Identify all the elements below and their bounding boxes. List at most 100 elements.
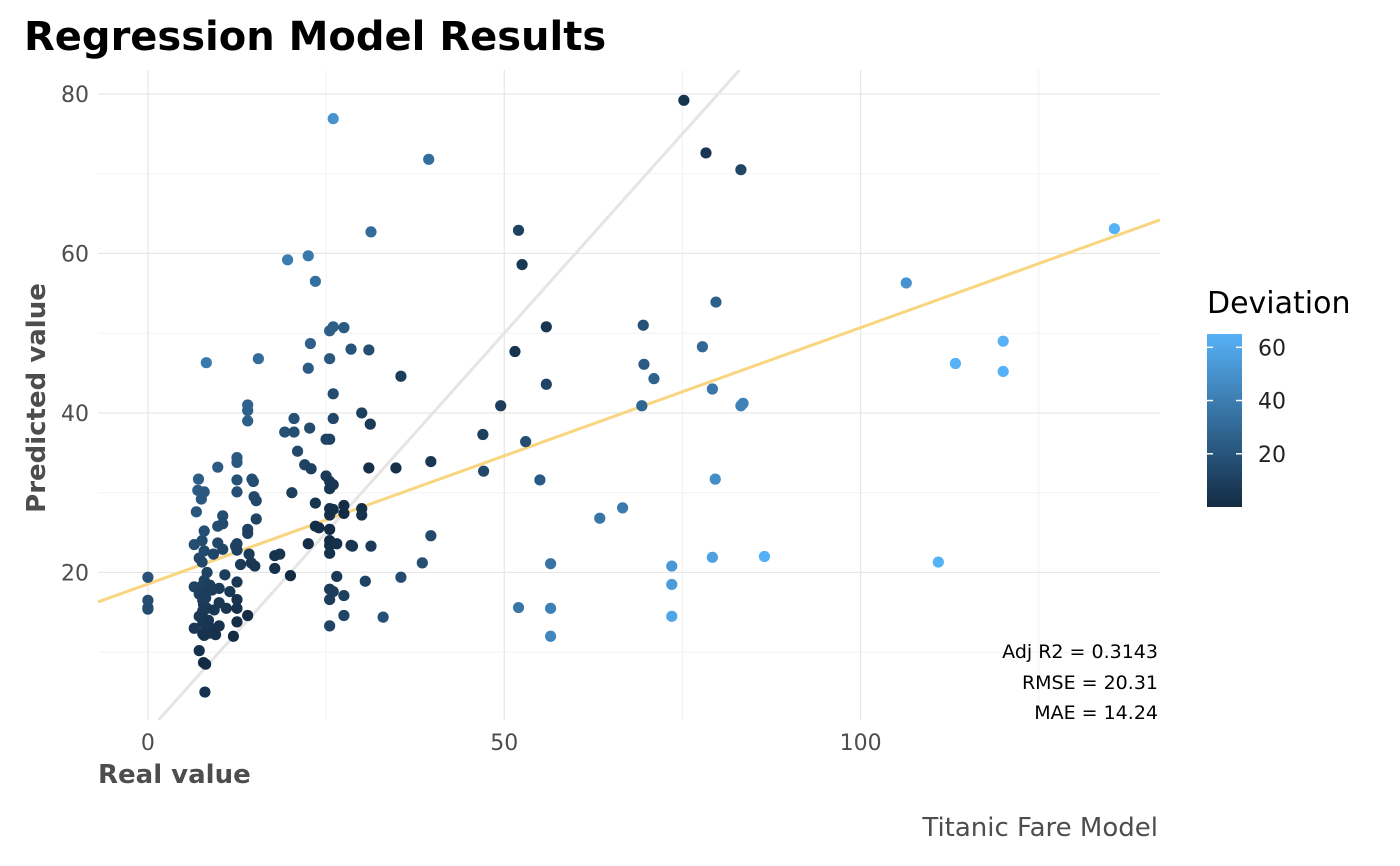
points-layer <box>142 94 1120 698</box>
data-point <box>269 562 281 575</box>
data-point <box>288 412 300 425</box>
data-point <box>142 603 154 615</box>
tick-labels: 0 50 100 20 40 60 80 <box>61 83 882 756</box>
data-point <box>250 495 262 507</box>
y-axis-title: Predicted value <box>22 283 52 513</box>
data-point <box>212 461 224 473</box>
data-point <box>710 296 722 308</box>
data-point <box>302 250 314 262</box>
x-tick-label: 50 <box>490 731 518 756</box>
x-tick-label: 100 <box>840 731 882 756</box>
data-point <box>198 545 210 557</box>
data-point <box>997 365 1009 378</box>
stat-rmse: RMSE = 20.31 <box>1022 672 1158 694</box>
data-point <box>338 589 350 602</box>
legend-tick-label: 60 <box>1258 336 1286 361</box>
data-point <box>338 322 350 334</box>
data-point <box>193 645 205 657</box>
data-point <box>327 388 339 400</box>
data-point <box>231 486 243 498</box>
data-point <box>666 560 678 572</box>
legend-tick-label: 20 <box>1258 443 1286 468</box>
data-point <box>345 343 357 355</box>
data-point <box>324 620 336 632</box>
data-point <box>286 487 298 499</box>
data-point <box>302 362 314 374</box>
stat-mae: MAE = 14.24 <box>1034 702 1158 724</box>
data-point <box>706 383 718 395</box>
data-point <box>304 337 316 350</box>
data-point <box>234 558 247 571</box>
data-point <box>199 686 211 698</box>
chart-title: Regression Model Results <box>24 14 607 60</box>
data-point <box>700 147 712 159</box>
data-point <box>356 407 368 419</box>
data-point <box>390 462 402 474</box>
data-point <box>309 497 321 509</box>
data-point <box>949 357 962 370</box>
data-point <box>327 503 339 516</box>
data-point <box>331 538 343 550</box>
data-point <box>1108 223 1120 235</box>
data-point <box>252 353 264 365</box>
legend-ticks: 20 40 60 <box>1207 336 1286 468</box>
data-point <box>932 556 944 568</box>
data-point <box>377 611 389 623</box>
data-point <box>207 548 220 560</box>
data-point <box>327 479 339 491</box>
data-point <box>250 513 262 525</box>
data-point <box>512 224 525 236</box>
legend: Deviation 20 40 60 <box>1207 286 1351 507</box>
data-point <box>201 566 213 579</box>
data-point <box>735 164 747 176</box>
data-point <box>217 543 229 555</box>
data-point <box>231 593 243 606</box>
data-point <box>616 502 629 514</box>
data-point <box>423 153 435 165</box>
data-point <box>666 578 678 591</box>
data-point <box>192 473 205 485</box>
reference-line-layer <box>157 70 741 720</box>
data-point <box>648 373 660 385</box>
data-point <box>365 540 377 552</box>
data-point <box>327 321 339 333</box>
data-point <box>220 602 232 614</box>
data-point <box>327 113 339 125</box>
data-point <box>224 585 236 598</box>
data-point <box>359 575 371 587</box>
y-tick-label: 20 <box>61 561 89 586</box>
data-point <box>364 418 376 430</box>
data-point <box>284 570 297 582</box>
x-axis-title: Real value <box>98 760 251 790</box>
data-point <box>477 428 489 441</box>
data-point <box>363 462 375 474</box>
x-tick-label: 0 <box>141 731 155 756</box>
data-point <box>534 474 546 486</box>
data-point <box>900 277 912 289</box>
data-point <box>247 475 259 488</box>
data-point <box>309 275 321 287</box>
data-point <box>219 569 231 581</box>
data-point <box>281 254 294 266</box>
data-point <box>706 551 718 563</box>
data-point <box>242 404 254 417</box>
data-point <box>495 400 507 412</box>
data-point <box>365 226 377 238</box>
data-point <box>231 576 243 588</box>
data-point <box>210 629 222 641</box>
data-point <box>997 335 1009 347</box>
legend-tick-label: 40 <box>1258 390 1286 415</box>
data-point <box>327 412 339 425</box>
data-point <box>338 499 350 512</box>
data-point <box>637 319 649 331</box>
data-point <box>324 547 336 559</box>
data-point <box>288 426 300 438</box>
data-point <box>200 592 212 604</box>
data-point <box>196 556 208 568</box>
data-point <box>638 358 650 370</box>
data-point <box>324 353 336 365</box>
y-tick-label: 80 <box>61 83 89 108</box>
data-point <box>313 522 325 534</box>
data-point <box>544 630 557 642</box>
data-point <box>356 509 368 521</box>
